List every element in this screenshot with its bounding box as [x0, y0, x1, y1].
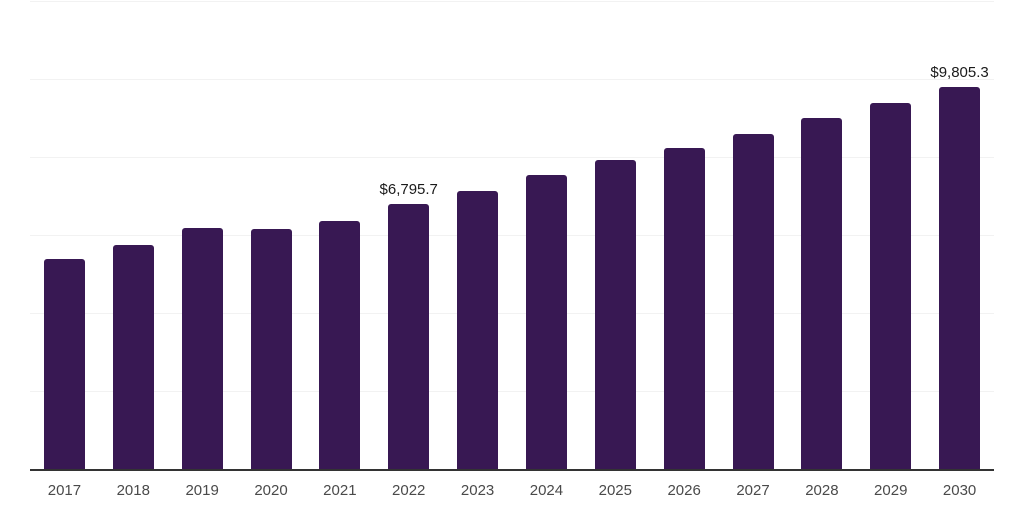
bar-2022 [388, 203, 430, 469]
bar-2025 [594, 160, 636, 469]
x-tick-label-2021: 2021 [323, 482, 357, 499]
bar-2020 [250, 229, 292, 469]
x-tick-label-2026: 2026 [667, 482, 701, 499]
bar-value-label-2030: $9,805.3 [930, 63, 989, 81]
gridline-2000 [30, 391, 994, 392]
bar-2028 [801, 118, 843, 469]
x-tick-label-2022: 2022 [392, 482, 426, 499]
bar-2023 [457, 191, 499, 469]
bar-2030 [939, 86, 981, 469]
bar-2017 [43, 259, 85, 469]
x-tick-label-2019: 2019 [185, 482, 219, 499]
gridline-6000 [30, 235, 994, 236]
bar-2021 [319, 221, 361, 469]
bar-value-label-2022: $6,795.7 [379, 180, 438, 198]
x-tick-label-2025: 2025 [598, 482, 632, 499]
x-tick-label-2029: 2029 [874, 482, 908, 499]
plot-area: $6,795.7 $9,805.3 [30, 1, 994, 471]
bar-2029 [870, 103, 912, 469]
bar-2018 [112, 245, 154, 469]
gridline-12000 [30, 1, 994, 2]
bar-2019 [181, 228, 223, 469]
gridline-10000 [30, 79, 994, 80]
x-tick-label-2024: 2024 [529, 482, 564, 499]
x-tick-label-2027: 2027 [736, 482, 770, 499]
bar-2027 [732, 134, 774, 469]
gridline-8000 [30, 157, 994, 158]
x-tick-label-2017: 2017 [47, 482, 82, 499]
x-axis-tick-labels: 2017 2018 2019 2020 2021 2022 2023 2024 2025 2026… [30, 471, 994, 498]
x-tick-label-2023: 2023 [460, 482, 495, 499]
bar-2024 [525, 175, 567, 469]
x-tick-label-2020: 2020 [254, 482, 288, 499]
x-tick-label-2030: 2030 [942, 482, 977, 499]
x-tick-label-2028: 2028 [805, 482, 839, 499]
x-tick-label-2018: 2018 [116, 482, 150, 499]
bar-2026 [663, 148, 705, 469]
gridline-4000 [30, 313, 994, 314]
